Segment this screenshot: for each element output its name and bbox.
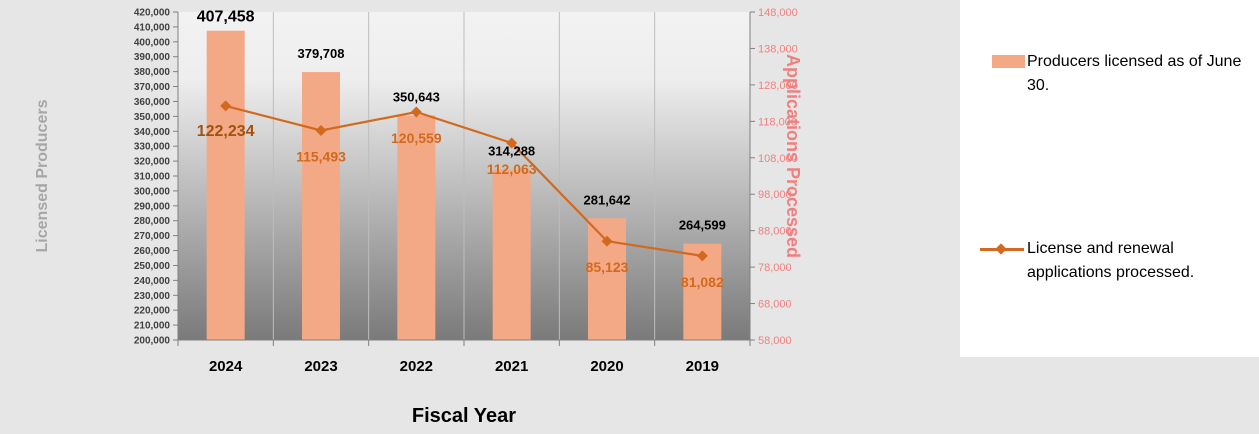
- y-tick-label: 360,000: [134, 97, 171, 108]
- y-tick-label: 370,000: [134, 82, 171, 93]
- line-marker: [410, 106, 422, 118]
- line-data-label: 115,493: [296, 148, 346, 164]
- y2-tick-label: 68,000: [758, 299, 792, 311]
- y-tick-label: 210,000: [134, 321, 171, 332]
- x-tick-label: 2022: [400, 358, 433, 375]
- y2-tick-label: 108,000: [758, 153, 798, 165]
- y2-tick-label: 88,000: [758, 226, 792, 238]
- line-data-label: 120,559: [391, 130, 442, 146]
- y-tick-label: 320,000: [134, 157, 171, 168]
- legend-label-applications: License and renewal applications process…: [1027, 240, 1195, 281]
- bar: [206, 30, 245, 341]
- y2-tick-label: 78,000: [758, 262, 792, 274]
- y-tick-label: 340,000: [134, 127, 171, 138]
- bar: [492, 169, 531, 340]
- x-axis-title: Fiscal Year: [412, 405, 516, 427]
- y-tick-label: 200,000: [134, 336, 171, 347]
- x-tick-label: 2019: [686, 358, 719, 375]
- legend: Producers licensed as of June 30. Licens…: [960, 0, 1259, 357]
- y-tick-label: 290,000: [134, 201, 171, 212]
- legend-diamond-marker: [995, 243, 1007, 255]
- bar: [302, 72, 340, 340]
- x-tick-label: 2024: [209, 358, 243, 375]
- bar-data-label: 350,643: [393, 89, 440, 104]
- y-tick-label: 260,000: [134, 246, 171, 257]
- line-marker: [696, 250, 708, 262]
- y-tick-label: 300,000: [134, 186, 171, 197]
- x-tick-label: 2020: [590, 358, 623, 375]
- bar-data-label: 379,708: [298, 46, 345, 61]
- bar-data-label: 264,599: [679, 218, 726, 233]
- y-tick-label: 350,000: [134, 112, 171, 123]
- y2-tick-label: 58,000: [758, 335, 792, 347]
- y-tick-label: 240,000: [134, 276, 171, 287]
- bar-data-label: 407,458: [197, 9, 255, 26]
- line-data-label: 85,123: [586, 259, 629, 275]
- line-data-label: 122,234: [197, 123, 255, 140]
- y2-tick-label: 118,000: [758, 116, 797, 128]
- line-marker: [220, 100, 232, 112]
- x-tick-label: 2021: [495, 358, 528, 375]
- y2-tick-label: 138,000: [758, 43, 798, 55]
- y-tick-label: 410,000: [134, 22, 171, 33]
- y-tick-label: 420,000: [134, 8, 171, 19]
- y2-tick-label: 128,000: [758, 80, 798, 92]
- y-tick-label: 310,000: [134, 172, 171, 183]
- line-marker: [506, 137, 518, 149]
- y-tick-label: 230,000: [134, 291, 171, 302]
- y-axis-title: Licensed Producers: [34, 99, 51, 252]
- line-marker: [601, 235, 613, 247]
- x-tick-label: 2023: [304, 358, 337, 375]
- y-tick-label: 220,000: [134, 306, 171, 317]
- y-tick-label: 280,000: [134, 216, 171, 227]
- legend-label-producers: Producers licensed as of June 30.: [1027, 53, 1242, 94]
- bar-data-label: 281,642: [584, 192, 631, 207]
- bar: [397, 115, 436, 340]
- bars: [206, 30, 722, 341]
- line-series: [220, 100, 708, 262]
- y-tick-label: 380,000: [134, 67, 171, 78]
- y2-tick-label: 98,000: [758, 189, 792, 201]
- y-tick-label: 390,000: [134, 52, 171, 63]
- line-data-label: 81,082: [681, 274, 724, 290]
- legend-bar-swatch: [992, 55, 1025, 68]
- bar-data-label: 314,288: [488, 144, 535, 159]
- y-tick-label: 330,000: [134, 142, 171, 153]
- y-tick-label: 400,000: [134, 37, 171, 48]
- line-marker: [315, 124, 327, 136]
- axes: 420,000 410,000 400,000 390,000 380,000 370,0…: [134, 7, 798, 375]
- y-tick-label: 250,000: [134, 261, 171, 272]
- line-path: [225, 104, 703, 257]
- y2-axis-title: Applications Processed: [783, 54, 803, 258]
- y-tick-label: 270,000: [134, 231, 171, 242]
- line-data-label: 112,063: [487, 161, 537, 177]
- data-labels: 407,458 379,708 350,643 314,288 281,642 264,5…: [197, 9, 726, 290]
- y2-tick-label: 148,000: [758, 7, 798, 19]
